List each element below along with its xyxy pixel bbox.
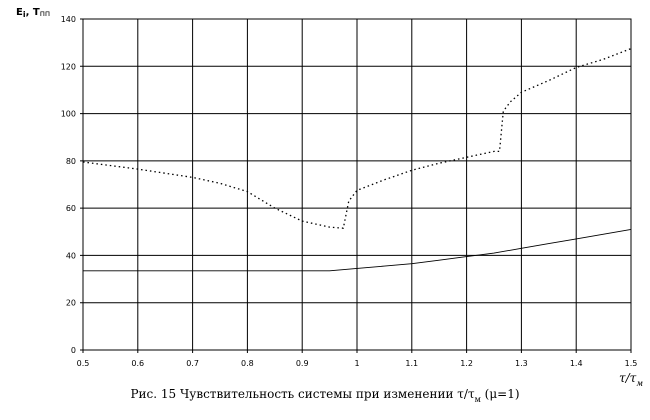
x-tick-label: 1.3 xyxy=(515,359,528,368)
y-axis-label: Ei, Tпп xyxy=(16,7,50,19)
x-tick-labels: 0.5 0.6 0.7 0.8 0.9 1 1.1 1.2 1.3 1.4 1.5 xyxy=(77,359,638,368)
figure-caption: Рис. 15 Чувствительность системы при изм… xyxy=(130,387,519,404)
y-tick-label: 120 xyxy=(61,62,76,71)
x-tick-label: 0.6 xyxy=(131,359,144,368)
x-tick-label: 1.5 xyxy=(625,359,638,368)
x-tick-label: 0.7 xyxy=(186,359,199,368)
y-tick-label: 60 xyxy=(66,204,76,213)
y-tick-label: 40 xyxy=(66,251,76,260)
x-tick-label: 0.5 xyxy=(77,359,90,368)
x-tick-label: 0.9 xyxy=(296,359,309,368)
x-tick-label: 1 xyxy=(354,359,359,368)
series-line-solid xyxy=(83,228,632,272)
x-tick-label: 1.4 xyxy=(570,359,583,368)
x-tick-label: 1.2 xyxy=(460,359,473,368)
y-tick-label: 100 xyxy=(61,110,76,119)
x-axis-label: τ/τм xyxy=(619,371,643,388)
grid-lines xyxy=(80,18,632,353)
x-tick-label: 1.1 xyxy=(405,359,418,368)
y-tick-label: 80 xyxy=(66,157,76,166)
series-line-dotted xyxy=(82,47,632,229)
y-tick-labels: 0 20 40 60 80 100 120 140 xyxy=(61,15,76,355)
y-tick-label: 20 xyxy=(66,299,76,308)
y-tick-label: 140 xyxy=(61,15,76,24)
series-group xyxy=(82,47,632,272)
y-tick-label: 0 xyxy=(71,346,76,355)
x-tick-label: 0.8 xyxy=(241,359,254,368)
